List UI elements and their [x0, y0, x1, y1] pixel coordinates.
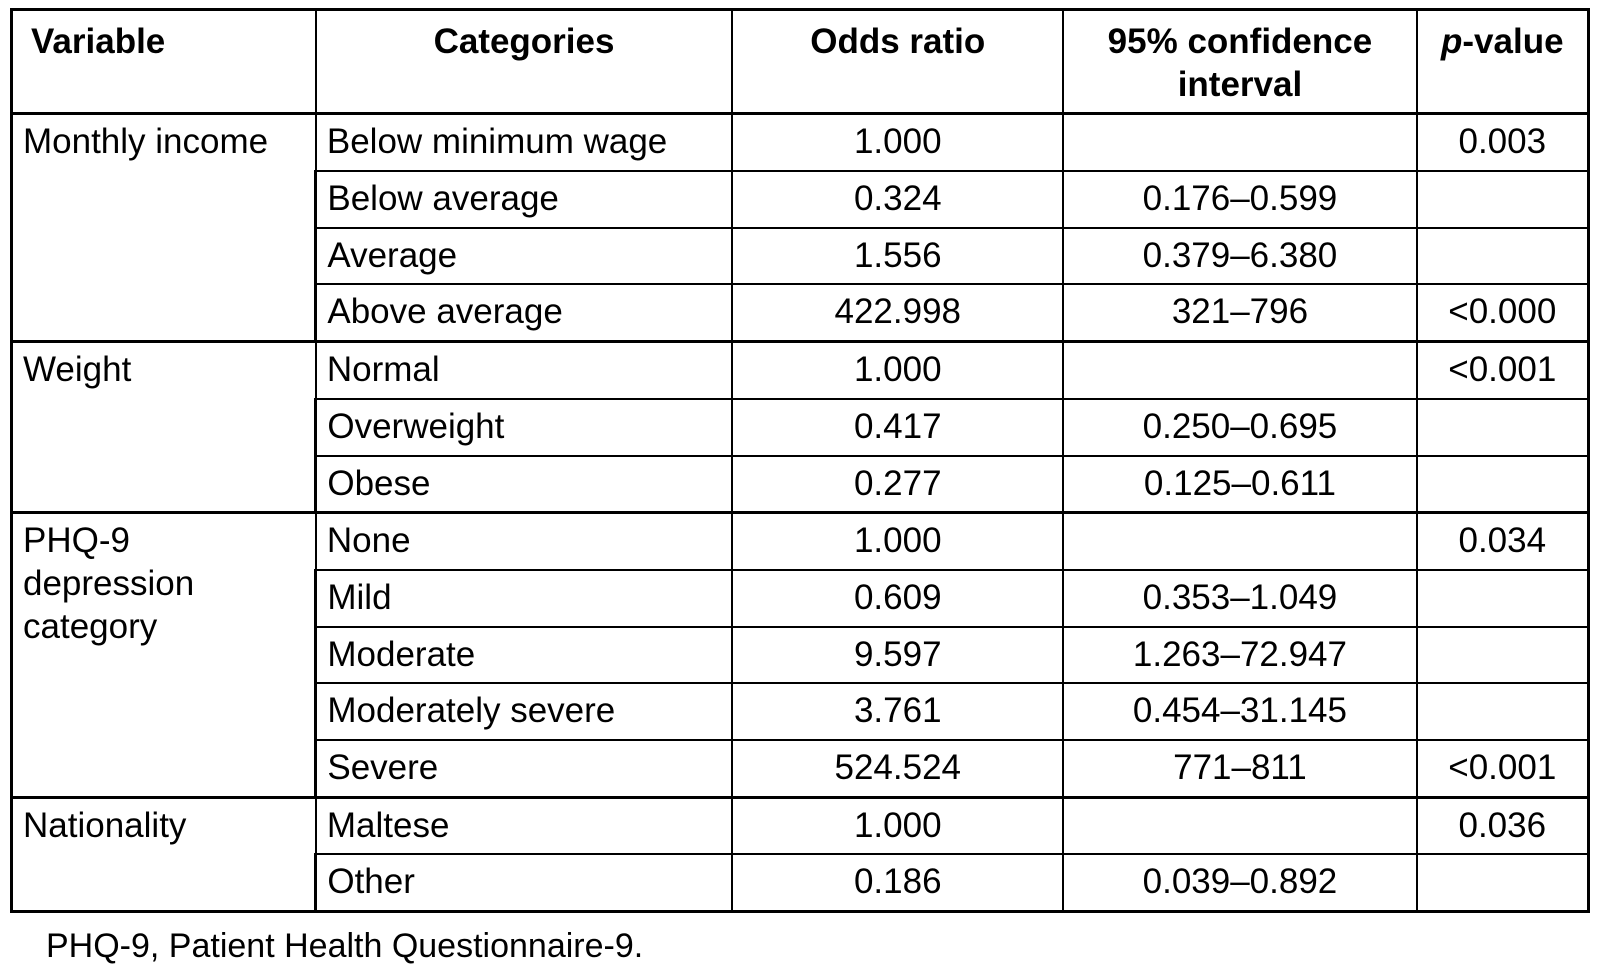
category-cell: Below average	[314, 170, 734, 229]
category-cell: Below minimum wage	[314, 112, 734, 173]
p-value-cell	[1415, 625, 1590, 685]
odds-ratio-cell: 1.000	[731, 511, 1065, 571]
odds-ratio-cell: 1.000	[731, 112, 1065, 173]
p-value-cell	[1415, 568, 1590, 628]
table-footnote: PHQ-9, Patient Health Questionnaire-9.	[46, 927, 644, 965]
category-cell: Other	[314, 853, 734, 913]
p-value-cell: 0.003	[1415, 112, 1590, 173]
odds-ratio-cell: 0.186	[731, 853, 1065, 913]
p-value-cell	[1415, 397, 1590, 457]
odds-ratio-cell: 3.761	[731, 682, 1065, 741]
table-row: Below average 0.324 0.176–0.599	[12, 170, 1590, 229]
table-row: Monthly income Below minimum wage 1.000 …	[9, 112, 1590, 343]
p-value-cell: <0.001	[1415, 340, 1590, 400]
p-value-cell: <0.001	[1415, 738, 1590, 799]
table-row: Mild 0.609 0.353–1.049	[12, 568, 1590, 628]
ci-cell	[1062, 795, 1418, 856]
ci-cell	[1062, 511, 1418, 571]
category-cell: Obese	[314, 454, 734, 514]
table-row: Moderate 9.597 1.263–72.947	[12, 625, 1590, 685]
variable-cell: Weight	[9, 340, 317, 514]
p-italic: p	[1441, 22, 1463, 61]
variable-cell: Monthly income	[9, 112, 317, 343]
variable-cell: PHQ-9 depression category	[9, 511, 317, 799]
variable-cell: Nationality	[9, 795, 317, 913]
table-row: Moderately severe 3.761 0.454–31.145	[12, 682, 1590, 741]
category-cell: Normal	[314, 340, 734, 400]
odds-ratio-cell: 0.609	[731, 568, 1065, 628]
p-value-cell: 0.036	[1415, 795, 1590, 856]
odds-ratio-cell: 524.524	[731, 738, 1065, 799]
p-value-cell	[1415, 226, 1590, 286]
ci-cell: 0.176–0.599	[1062, 170, 1418, 229]
category-cell: Severe	[314, 738, 734, 799]
category-cell: Overweight	[314, 397, 734, 457]
odds-ratio-cell: 1.556	[731, 226, 1065, 286]
category-cell: Above average	[314, 283, 734, 343]
table-row: Average 1.556 0.379–6.380	[12, 226, 1590, 286]
odds-ratio-table: Variable Categories Odds ratio 95% confi…	[9, 7, 1590, 913]
odds-ratio-cell: 9.597	[731, 625, 1065, 685]
odds-ratio-cell: 1.000	[731, 340, 1065, 400]
category-cell: Average	[314, 226, 734, 286]
ci-cell: 771–811	[1062, 738, 1418, 799]
p-value-cell	[1415, 170, 1590, 229]
table-row: PHQ-9 depression category None 1.000 0.0…	[9, 511, 1590, 799]
ci-cell	[1062, 340, 1418, 400]
table-row: Other 0.186 0.039–0.892	[12, 853, 1590, 913]
header-categories: Categories	[314, 7, 734, 116]
header-p-value: p-value	[1415, 7, 1590, 116]
p-rest: -value	[1462, 22, 1564, 61]
ci-cell	[1062, 112, 1418, 173]
odds-ratio-cell: 0.417	[731, 397, 1065, 457]
p-value-cell	[1415, 682, 1590, 741]
p-value-cell	[1415, 853, 1590, 913]
category-cell: Maltese	[314, 795, 734, 856]
header-odds-ratio: Odds ratio	[731, 7, 1065, 116]
ci-cell: 0.039–0.892	[1062, 853, 1418, 913]
p-value-cell: <0.000	[1415, 283, 1590, 343]
category-cell: None	[314, 511, 734, 571]
ci-cell: 321–796	[1062, 283, 1418, 343]
odds-ratio-cell: 422.998	[731, 283, 1065, 343]
table-row: Obese 0.277 0.125–0.611	[12, 454, 1590, 514]
table-row: Overweight 0.417 0.250–0.695	[12, 397, 1590, 457]
p-value-cell	[1415, 454, 1590, 514]
table-row: Severe 524.524 771–811 <0.001	[12, 738, 1590, 799]
odds-ratio-cell: 0.324	[731, 170, 1065, 229]
category-cell: Moderately severe	[314, 682, 734, 741]
header-row: Variable Categories Odds ratio 95% confi…	[9, 7, 1590, 116]
odds-ratio-cell: 1.000	[731, 795, 1065, 856]
category-cell: Mild	[314, 568, 734, 628]
header-confidence-interval: 95% confidence interval	[1062, 7, 1418, 116]
table-row: Nationality Maltese 1.000 0.036	[9, 795, 1590, 913]
table-row: Above average 422.998 321–796 <0.000	[12, 283, 1590, 343]
table-row: Weight Normal 1.000 <0.001	[9, 340, 1590, 514]
ci-cell: 0.250–0.695	[1062, 397, 1418, 457]
ci-cell: 0.454–31.145	[1062, 682, 1418, 741]
page: Variable Categories Odds ratio 95% confi…	[9, 7, 1590, 965]
header-variable: Variable	[9, 7, 317, 116]
ci-cell: 0.353–1.049	[1062, 568, 1418, 628]
ci-cell: 0.125–0.611	[1062, 454, 1418, 514]
ci-cell: 1.263–72.947	[1062, 625, 1418, 685]
odds-ratio-cell: 0.277	[731, 454, 1065, 514]
category-cell: Moderate	[314, 625, 734, 685]
p-value-cell: 0.034	[1415, 511, 1590, 571]
ci-cell: 0.379–6.380	[1062, 226, 1418, 286]
